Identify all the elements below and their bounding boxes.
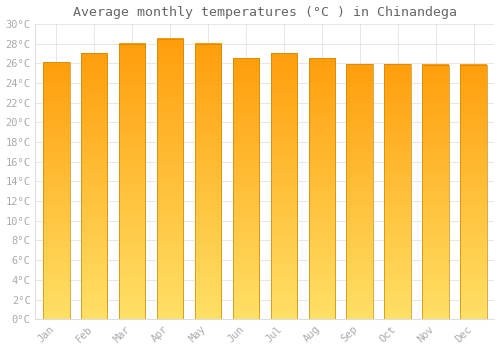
Bar [119, 44, 146, 319]
Bar [422, 65, 449, 319]
Bar [270, 54, 297, 319]
Bar [43, 62, 70, 319]
Title: Average monthly temperatures (°C ) in Chinandega: Average monthly temperatures (°C ) in Ch… [73, 6, 457, 19]
Bar [384, 64, 411, 319]
Bar [157, 38, 184, 319]
Bar [460, 65, 487, 319]
Bar [194, 44, 222, 319]
Bar [346, 64, 373, 319]
Bar [232, 58, 259, 319]
Bar [81, 54, 108, 319]
Bar [308, 58, 335, 319]
